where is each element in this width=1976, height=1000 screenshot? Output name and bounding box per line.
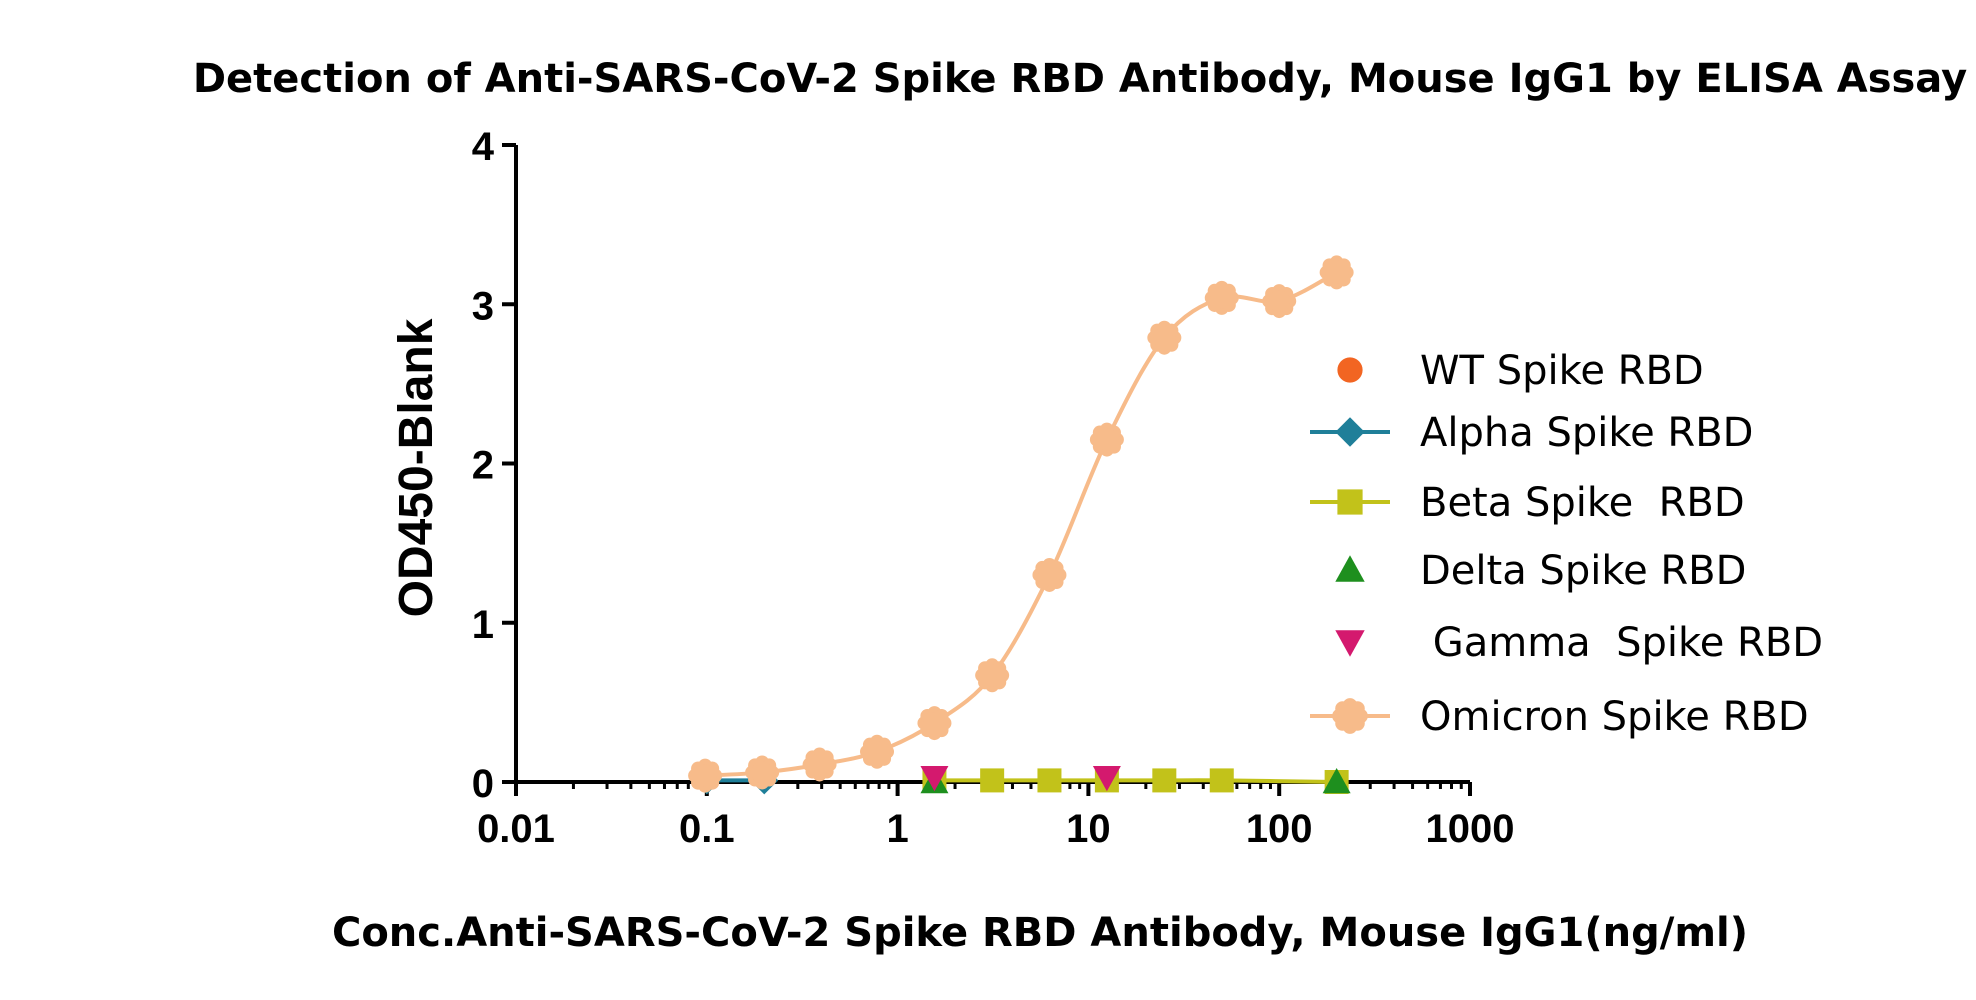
data-point-delta-spike-rbd xyxy=(1322,768,1351,794)
y-tick-label: 3 xyxy=(472,284,494,328)
x-tick-label: 10 xyxy=(1066,807,1111,851)
x-tick-label: 100 xyxy=(1246,807,1313,851)
legend-label: Omicron Spike RBD xyxy=(1420,694,1809,740)
data-point-omicron-spike-rbd xyxy=(1032,557,1067,592)
chart-title: Detection of Anti-SARS-CoV-2 Spike RBD A… xyxy=(193,56,1967,102)
legend-marker xyxy=(1335,630,1365,657)
x-tick-label: 1000 xyxy=(1426,807,1515,851)
data-point-omicron-spike-rbd xyxy=(1089,422,1124,457)
x-tick-label: 1 xyxy=(886,807,908,851)
data-point-omicron-spike-rbd xyxy=(917,706,952,741)
legend-label: Gamma Spike RBD xyxy=(1420,620,1823,666)
axes: 0.01 0.1 1 10 100 1000 0 1 2 3 4 xyxy=(472,125,1515,851)
legend-label: WT Spike RBD xyxy=(1420,348,1704,394)
legend-item-delta-spike-rbd: Delta Spike RBD xyxy=(1335,548,1746,594)
data-point-gamma-spike-rbd xyxy=(1092,766,1121,792)
data-point-omicron-spike-rbd xyxy=(688,758,723,793)
legend-item-omicron-spike-rbd: Omicron Spike RBD xyxy=(1310,694,1809,740)
legend-marker xyxy=(1337,489,1363,515)
data-point-omicron-spike-rbd xyxy=(745,755,780,790)
x-tick-label: 0.1 xyxy=(679,807,735,851)
legend-item-gamma-spike-rbd: Gamma Spike RBD xyxy=(1335,620,1823,666)
legend-marker xyxy=(1335,417,1365,447)
legend-item-wt-spike-rbd: WT Spike RBD xyxy=(1337,348,1704,394)
data-point-beta-spike-rbd xyxy=(1037,768,1062,793)
legend-label: Alpha Spike RBD xyxy=(1420,410,1753,456)
x-tick-label: 0.01 xyxy=(477,807,555,851)
data-point-omicron-spike-rbd xyxy=(1262,284,1297,319)
legend-item-beta-spike-rbd: Beta Spike RBD xyxy=(1310,480,1745,526)
y-axis-label: OD450-Blank xyxy=(390,318,443,617)
data-point-omicron-spike-rbd xyxy=(1147,320,1182,355)
data-point-omicron-spike-rbd xyxy=(1204,280,1239,315)
series-curves xyxy=(705,270,1338,784)
y-tick-label: 1 xyxy=(472,603,494,647)
legend-label: Beta Spike RBD xyxy=(1420,480,1745,526)
legend-marker xyxy=(1337,357,1363,383)
data-point-omicron-spike-rbd xyxy=(975,658,1010,693)
legend-label: Delta Spike RBD xyxy=(1420,548,1746,594)
legend-marker xyxy=(1335,555,1365,582)
x-axis-label: Conc.Anti-SARS-CoV-2 Spike RBD Antibody,… xyxy=(332,910,1748,956)
data-points xyxy=(688,255,1354,795)
data-point-beta-spike-rbd xyxy=(980,768,1005,793)
data-point-omicron-spike-rbd xyxy=(860,734,895,769)
data-point-omicron-spike-rbd xyxy=(1319,255,1354,290)
data-point-gamma-spike-rbd xyxy=(920,766,949,792)
legend-item-alpha-spike-rbd: Alpha Spike RBD xyxy=(1310,410,1753,456)
legend-marker xyxy=(1332,698,1368,734)
data-point-omicron-spike-rbd xyxy=(802,747,837,782)
legend: WT Spike RBD Alpha Spike RBD Beta Spike RB… xyxy=(1310,348,1823,740)
y-tick-label: 2 xyxy=(472,444,494,488)
y-tick-label: 0 xyxy=(472,762,494,806)
series-line-omicron-spike-rbd xyxy=(705,270,1338,778)
y-tick-label: 4 xyxy=(472,125,495,169)
data-point-beta-spike-rbd xyxy=(1152,768,1177,793)
data-point-beta-spike-rbd xyxy=(1209,768,1234,793)
